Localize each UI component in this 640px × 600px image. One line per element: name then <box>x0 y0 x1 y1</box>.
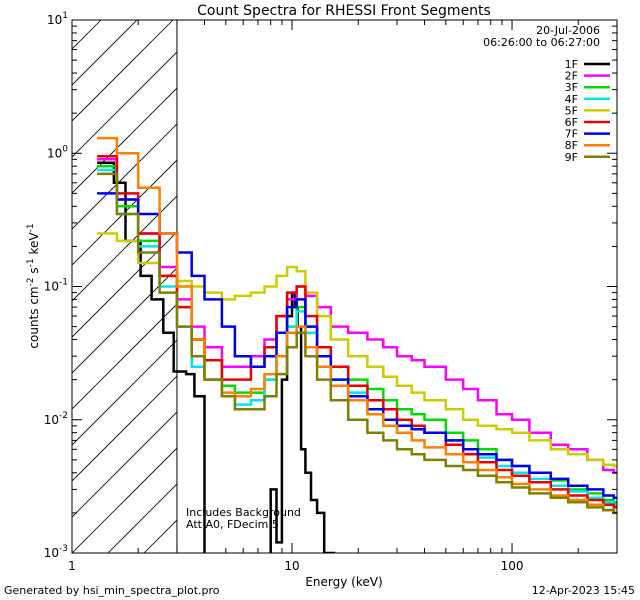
hatch-line <box>72 87 177 194</box>
y-tick-label: 100 <box>47 144 68 160</box>
series-line-1f <box>97 161 336 553</box>
series-line-9f <box>97 172 617 515</box>
footer-timestamp: 12-Apr-2023 15:45 <box>532 584 635 597</box>
hatch-line <box>0 20 29 553</box>
x-axis-label: Energy (keV) <box>305 575 382 589</box>
y-tick-label: 10-2 <box>44 411 68 427</box>
legend-label-3f: 3F <box>565 81 578 94</box>
series-line-2f <box>97 158 617 475</box>
observation-date: 20-Jul-2006 <box>536 24 600 37</box>
y-axis-label: counts cm-2 s-1 keV-1 <box>26 223 41 348</box>
hatch-line <box>72 195 177 302</box>
series-layer <box>97 136 617 553</box>
legend-label-5f: 5F <box>565 104 578 117</box>
legend-label-6f: 6F <box>565 116 578 129</box>
hatch-line <box>72 411 177 518</box>
x-tick-label: 100 <box>501 559 524 573</box>
legend-label-4f: 4F <box>565 93 578 106</box>
x-tick-label: 10 <box>284 559 299 573</box>
series-line-5f <box>97 232 617 468</box>
svg-text:100: 100 <box>47 144 68 160</box>
hatch-line <box>72 303 177 410</box>
series-line-4f <box>97 168 617 507</box>
legend-label-8f: 8F <box>565 139 578 152</box>
chart-title: Count Spectra for RHESSI Front Segments <box>197 3 491 19</box>
hatch-line <box>72 375 177 482</box>
svg-text:10-1: 10-1 <box>44 278 68 294</box>
legend-label-1f: 1F <box>565 58 578 71</box>
y-tick-label: 101 <box>47 11 68 27</box>
legend-label-2f: 2F <box>565 70 578 83</box>
legend-label-9f: 9F <box>565 151 578 164</box>
generated-by-text: Generated by hsi_min_spectra_plot.pro <box>4 584 220 597</box>
series-line-8f <box>97 136 617 515</box>
svg-text:10-2: 10-2 <box>44 411 68 427</box>
y-tick-label: 10-1 <box>44 278 68 294</box>
hatch-line <box>72 123 177 230</box>
y-tick-label: 10-3 <box>44 544 68 560</box>
hatch-line <box>72 447 177 553</box>
series-line-7f <box>97 192 617 499</box>
svg-text:10-3: 10-3 <box>44 544 68 560</box>
series-line-3f <box>97 164 617 504</box>
svg-text:101: 101 <box>47 11 68 27</box>
time-range: 06:26:00 to 06:27:00 <box>483 36 600 49</box>
hatch-line <box>72 231 177 338</box>
annotation-background: Includes Background <box>186 506 301 519</box>
hatch-line <box>72 51 177 158</box>
x-tick-label: 1 <box>68 559 76 573</box>
hatch-line <box>72 20 174 122</box>
annotation-attenuator: Att A0, FDecim 5 <box>186 518 279 531</box>
legend-label-7f: 7F <box>565 128 578 141</box>
axis-ticks <box>71 19 618 554</box>
